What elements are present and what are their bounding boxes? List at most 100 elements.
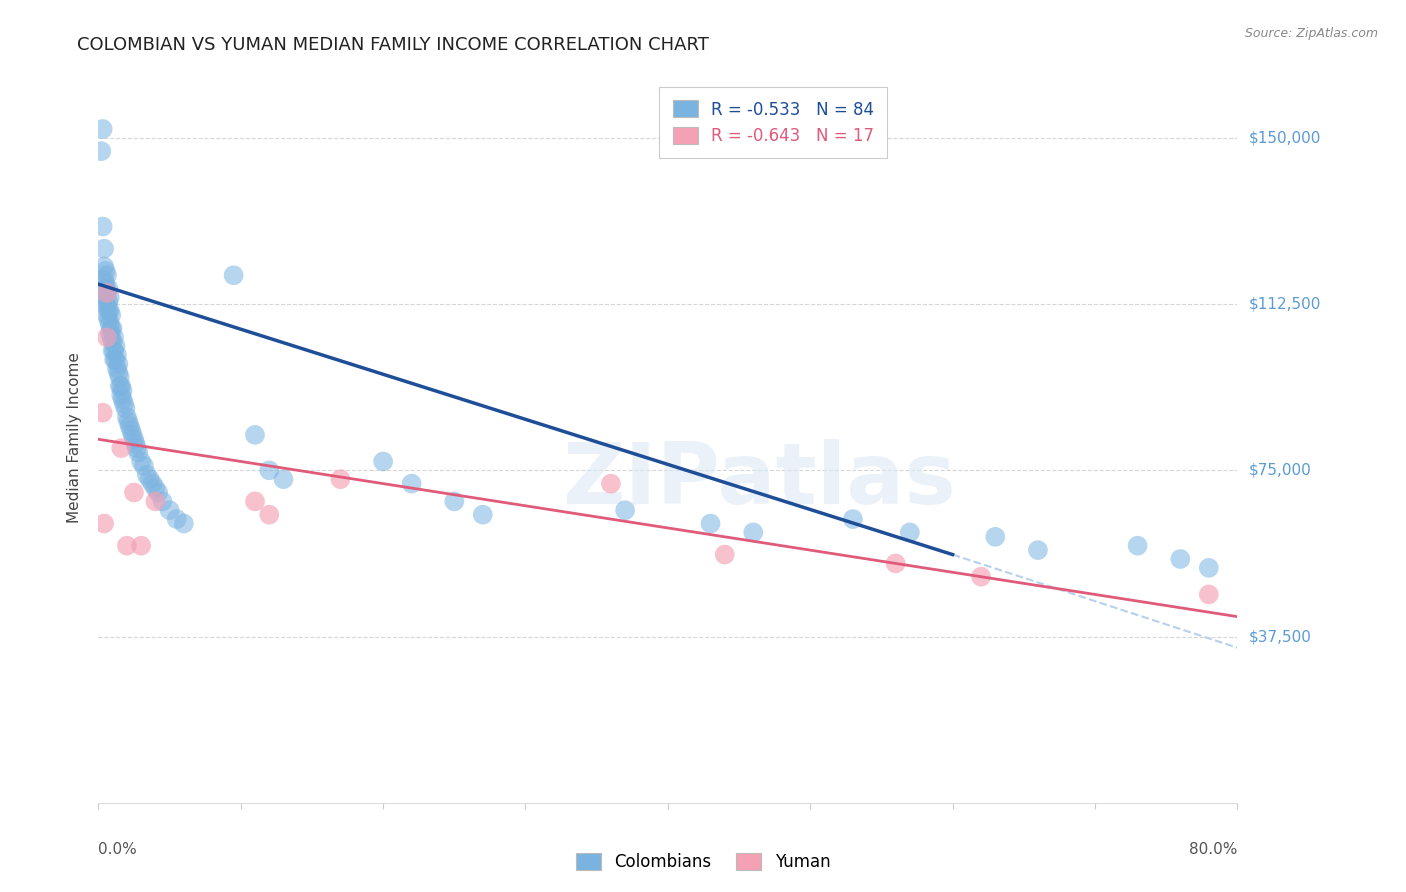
Point	[117, 415, 139, 429]
Point	[104, 352, 127, 367]
Point	[96, 268, 118, 283]
Point	[93, 242, 115, 256]
Point	[91, 219, 114, 234]
Point	[94, 294, 117, 309]
Point	[984, 530, 1007, 544]
Point	[152, 494, 174, 508]
Point	[1026, 543, 1049, 558]
Point	[742, 525, 765, 540]
Point	[110, 441, 132, 455]
Point	[714, 548, 737, 562]
Point	[96, 299, 118, 313]
Point	[104, 339, 127, 353]
Point	[1198, 587, 1220, 601]
Point	[127, 445, 149, 459]
Point	[98, 290, 121, 304]
Point	[122, 432, 145, 446]
Point	[94, 282, 117, 296]
Point	[108, 379, 131, 393]
Point	[1198, 561, 1220, 575]
Point	[1170, 552, 1192, 566]
Y-axis label: Median Family Income: Median Family Income	[67, 351, 83, 523]
Point	[98, 326, 121, 340]
Point	[93, 273, 115, 287]
Point	[329, 472, 352, 486]
Point	[138, 472, 160, 486]
Point	[173, 516, 195, 531]
Point	[110, 388, 132, 402]
Point	[96, 285, 118, 300]
Point	[243, 428, 266, 442]
Point	[93, 516, 115, 531]
Point	[98, 303, 121, 318]
Point	[115, 539, 138, 553]
Point	[111, 384, 134, 398]
Point	[114, 401, 136, 416]
Point	[108, 370, 131, 384]
Point	[97, 282, 120, 296]
Point	[96, 308, 118, 322]
Point	[101, 321, 124, 335]
Point	[97, 303, 120, 318]
Point	[145, 481, 167, 495]
Point	[243, 494, 266, 508]
Legend: Colombians, Yuman: Colombians, Yuman	[568, 845, 838, 880]
Point	[91, 406, 114, 420]
Point	[100, 321, 122, 335]
Point	[101, 343, 124, 358]
Point	[96, 285, 118, 300]
Point	[132, 458, 155, 473]
Point	[101, 334, 124, 349]
Point	[145, 494, 167, 508]
Point	[91, 122, 114, 136]
Point	[443, 494, 465, 508]
Text: Source: ZipAtlas.com: Source: ZipAtlas.com	[1244, 27, 1378, 40]
Point	[129, 539, 152, 553]
Point	[600, 476, 623, 491]
Point	[97, 294, 120, 309]
Point	[120, 424, 142, 438]
Point	[259, 463, 281, 477]
Point	[1126, 539, 1149, 553]
Point	[105, 361, 128, 376]
Point	[159, 503, 181, 517]
Point	[103, 330, 125, 344]
Point	[103, 352, 125, 367]
Point	[94, 277, 117, 292]
Point	[115, 410, 138, 425]
Point	[121, 428, 143, 442]
Point	[122, 485, 145, 500]
Point	[118, 419, 141, 434]
Point	[222, 268, 245, 283]
Point	[148, 485, 170, 500]
Point	[129, 454, 152, 468]
Point	[614, 503, 637, 517]
Point	[105, 348, 128, 362]
Point	[90, 144, 112, 158]
Point	[94, 290, 117, 304]
Point	[259, 508, 281, 522]
Point	[141, 476, 163, 491]
Point	[135, 467, 157, 482]
Point	[699, 516, 721, 531]
Point	[124, 436, 146, 450]
Text: $112,500: $112,500	[1249, 297, 1320, 311]
Point	[107, 357, 129, 371]
Point	[107, 366, 129, 380]
Point	[273, 472, 295, 486]
Point	[401, 476, 423, 491]
Text: $150,000: $150,000	[1249, 130, 1320, 145]
Point	[111, 392, 134, 407]
Point	[166, 512, 188, 526]
Point	[93, 260, 115, 274]
Text: ZIPatlas: ZIPatlas	[562, 440, 956, 523]
Text: $37,500: $37,500	[1249, 629, 1312, 644]
Point	[125, 441, 148, 455]
Point	[842, 512, 865, 526]
Text: $75,000: $75,000	[1249, 463, 1312, 478]
Point	[373, 454, 395, 468]
Text: 0.0%: 0.0%	[98, 842, 138, 856]
Point	[94, 264, 117, 278]
Point	[970, 570, 993, 584]
Point	[884, 557, 907, 571]
